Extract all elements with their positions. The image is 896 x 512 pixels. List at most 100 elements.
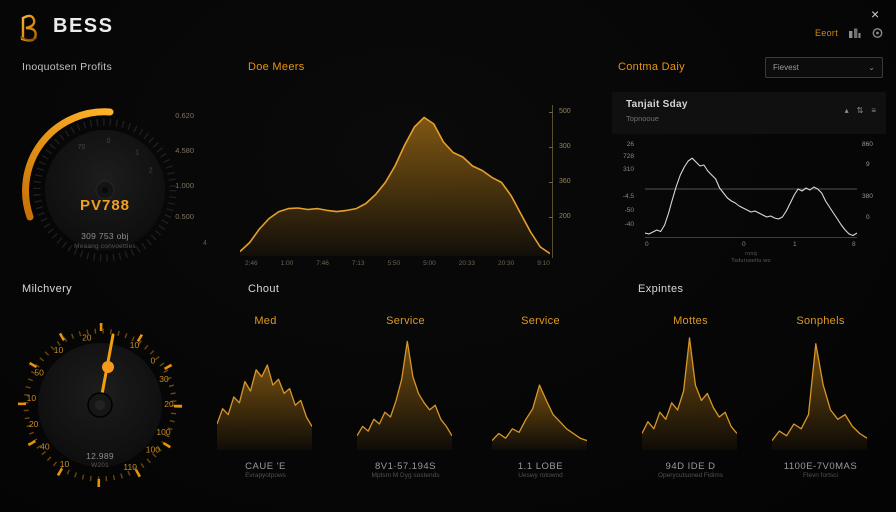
dropdown-value: Fievest: [773, 63, 799, 72]
gauge-sub-value: 309 753 obj: [81, 231, 129, 241]
y-tick-label: 26: [626, 141, 634, 148]
card-subtitle: Topnooue: [626, 114, 659, 123]
x-tick-label: 1:00: [280, 260, 294, 267]
dial-tick-label: 20: [164, 399, 174, 409]
spark-title: Service: [521, 315, 560, 327]
gauge-side-label: 0.620: [175, 111, 194, 120]
menu-icon[interactable]: ≡: [871, 106, 876, 115]
y-tick-label: 9: [866, 161, 870, 168]
milchvery-gauge: 20 10 10 50 030 10 20 20 100 40 100 10 110: [18, 323, 182, 487]
spark-title: Sonphels: [796, 315, 845, 327]
period-dropdown[interactable]: Fievest ⌄: [765, 57, 883, 78]
spark-stats-mottes: 94D IDE D Operycutsoned Fidims: [628, 461, 753, 479]
spark-title: Med: [254, 315, 277, 327]
spark-caption: Operycutsoned Fidims: [657, 472, 724, 479]
y-tick-label: 860: [862, 141, 873, 148]
gauge-side-label: 1.000: [175, 181, 194, 190]
x-tick-label: 2:46: [245, 260, 258, 267]
spark-value: 94D IDE D: [665, 461, 716, 472]
axis-tick: [549, 112, 553, 113]
x-tick-label: 0: [742, 241, 746, 248]
export-button[interactable]: Eeort: [814, 28, 838, 38]
spark-caption: Ueswy rotownd: [518, 472, 563, 479]
spark-group-sonphels: Sonphels: [758, 315, 883, 327]
dial-tick-label: 1: [135, 150, 139, 157]
spark-caption: Evrapyotpows: [245, 472, 286, 479]
axis-tick: [549, 182, 553, 183]
x-tick-label: 1: [793, 241, 797, 248]
panel-title-chout: Chout: [248, 283, 280, 295]
y-tick-label: 380: [862, 193, 873, 200]
sort-icon[interactable]: ▴: [844, 106, 849, 115]
card-icons: ▴ ⇅ ≡: [845, 106, 876, 115]
spark-group-med: Med: [203, 315, 328, 327]
panel-title-contma-daiy: Contma Daiy: [618, 61, 685, 73]
brand-title: BESS: [53, 15, 114, 37]
spark-group-service-1: Service: [343, 315, 468, 327]
med-sparkline: [217, 364, 312, 450]
dial-tick-label: 40: [40, 442, 50, 452]
x-tick-label: 5:50: [387, 260, 401, 267]
spark-value: 1100E-7V0MAS: [783, 461, 858, 472]
card-title: Tanjait Sday: [626, 99, 688, 110]
spark-value: 1.1 LOBE: [517, 461, 564, 472]
x-tick-label: 20:33: [458, 260, 476, 267]
tanjait-line-chart: [645, 157, 857, 237]
swap-icon[interactable]: ⇅: [856, 106, 864, 115]
x-tick-label: 9:10: [537, 260, 550, 267]
y-tick-label: -4.5: [622, 193, 634, 200]
spark-caption: Mptsm M Dyg sostends: [371, 472, 440, 479]
tanjait-card-header: Tanjait Sday Topnooue ▴ ⇅ ≡: [612, 92, 886, 134]
gear-icon[interactable]: [871, 27, 884, 39]
dial-tick-label: 10: [27, 393, 37, 403]
spark-value: 8V1·57.194S: [375, 461, 436, 472]
dial-tick-label: 100: [146, 444, 160, 454]
topbar-actions: Eeort: [815, 27, 884, 39]
spark-title: Service: [386, 315, 425, 327]
chart-columns-icon[interactable]: [848, 27, 861, 39]
spark-caption: Flevn fortsci: [802, 472, 839, 479]
dial-tick-label: 50: [34, 368, 44, 378]
x-tick-label: 20:30: [498, 260, 515, 267]
axis-tick: [549, 217, 553, 218]
close-icon[interactable]: ×: [871, 6, 880, 22]
dial-tick-label: 20: [82, 332, 92, 342]
sonphels-sparkline: [772, 343, 867, 450]
x-tick-label: 5:00: [423, 260, 436, 267]
dial-tick-label: 0: [107, 138, 111, 145]
spark-title: Mottes: [673, 315, 708, 327]
dial-tick-label: 10: [60, 459, 70, 469]
y-tick-label: 310: [623, 166, 634, 173]
gauge-value: PV788: [79, 197, 131, 214]
bess-logo-icon: [20, 14, 37, 42]
service-2-sparkline: [492, 384, 587, 450]
dial-tick-label: 100: [156, 427, 170, 437]
dial-tick-label: 110: [123, 462, 137, 472]
spark-group-service-2: Service: [478, 315, 603, 327]
panel-title-inspection: Inoquotsen Profits: [22, 61, 113, 73]
tanjait-x-axis: [645, 237, 857, 238]
y-tick-label: -40: [624, 221, 634, 228]
gauge-side-label: 4.580: [175, 146, 194, 155]
x-tick-label: 8: [852, 241, 856, 248]
y-tick-label: 200: [559, 213, 571, 220]
y-tick-label: 0: [866, 214, 870, 221]
dial-tick-label: 0: [151, 356, 156, 366]
spark-stats-sonphels: 1100E-7V0MAS Flevn fortsci: [758, 461, 883, 479]
y-tick-label: 360: [559, 178, 571, 185]
dial-tick-label: 2: [149, 168, 153, 175]
doe-meers-x-axis-labels: 2:46 1:00 7:46 7:13 5:50 5:00 20:33 20:3…: [245, 260, 550, 267]
x-tick-label: 7:46: [316, 260, 329, 267]
gauge2-center-value: 12.989: [86, 451, 114, 461]
doe-meers-area-chart: [240, 116, 550, 256]
gauge-side-label: 0.500: [175, 212, 194, 221]
inspection-gauge: 70 0 1 2: [22, 108, 177, 262]
y-tick-label: -50: [624, 207, 634, 214]
gauge2-center-caption: W201: [91, 462, 109, 469]
spark-value: CAUE 'E: [245, 461, 286, 472]
spark-stats-med: CAUE 'E Evrapyotpows: [203, 461, 328, 479]
gauge-corner-label: 4: [203, 240, 207, 247]
y-tick-label: 728: [623, 153, 634, 160]
chart-caption: Tsduruseltu wo: [731, 258, 771, 264]
mottes-sparkline: [642, 337, 737, 450]
